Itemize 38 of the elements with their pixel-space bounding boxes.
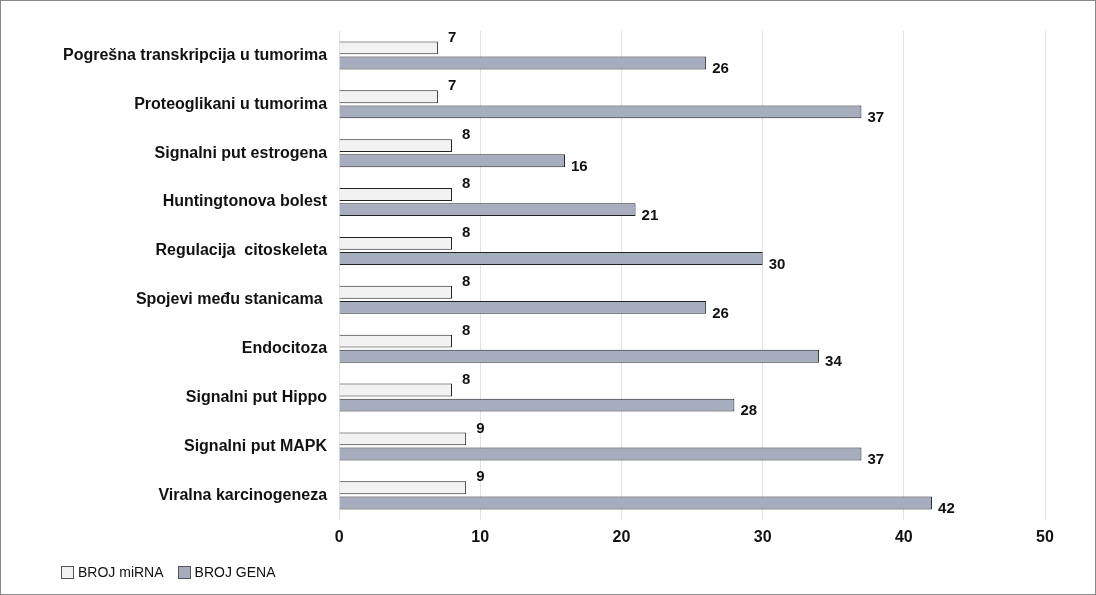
data-label: 8: [462, 271, 471, 289]
x-tick-label: 10: [471, 527, 490, 545]
y-tick-label: Regulacija citoskeleta: [155, 241, 328, 259]
data-label: 9: [476, 467, 485, 485]
y-tick-label: Signalni put estrogena: [154, 143, 328, 161]
legend-label: BROJ miRNA: [78, 564, 164, 580]
data-label: 7: [447, 76, 457, 94]
y-tick-label: Viralna karcinogeneza: [158, 485, 328, 503]
x-tick-label: 40: [894, 527, 913, 545]
data-label: 21: [641, 205, 659, 223]
data-label: 30: [768, 254, 786, 272]
data-label: 34: [825, 352, 843, 370]
data-label: 8: [462, 369, 471, 387]
data-label: 26: [712, 303, 729, 321]
data-label: 16: [570, 156, 588, 174]
data-label: 8: [462, 174, 471, 192]
data-label: 9: [476, 418, 485, 436]
x-tick-label: 0: [334, 527, 344, 545]
x-tick-label: 50: [1036, 527, 1054, 545]
y-tick-label: Proteoglikani u tumorima: [134, 94, 328, 112]
data-label: 8: [462, 223, 471, 241]
y-tick-label: Endocitoza: [241, 339, 328, 357]
data-label: 37: [867, 450, 885, 468]
y-tick-label: Pogrešna transkripcija u tumorima: [63, 45, 328, 63]
data-label: 26: [712, 59, 729, 77]
y-tick-label: Spojevi među stanicama: [135, 290, 328, 308]
data-label: 42: [938, 499, 955, 517]
x-tick-label: 20: [612, 527, 631, 545]
x-tick-label: 30: [753, 527, 772, 545]
data-label: 7: [447, 27, 457, 45]
data-label: 8: [462, 320, 471, 338]
y-tick-label: Signalni put Hippo: [185, 388, 328, 406]
data-label: 8: [462, 125, 471, 143]
data-label: 28: [740, 401, 758, 419]
y-tick-label: Huntingtonova bolest: [162, 192, 328, 210]
legend-label: BROJ GENA: [194, 564, 276, 580]
y-tick-label: Signalni put MAPK: [183, 436, 328, 454]
data-label: 37: [867, 108, 885, 126]
